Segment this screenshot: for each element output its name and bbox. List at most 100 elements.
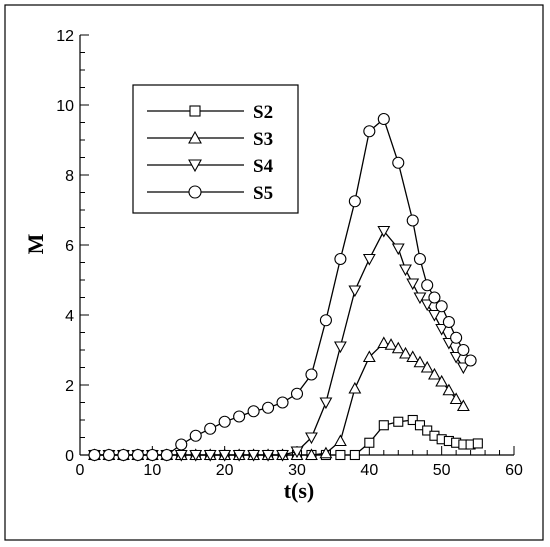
data-point-marker: [203, 449, 217, 462]
data-point-marker: [334, 252, 347, 266]
data-point-marker: [290, 387, 304, 400]
data-point-marker: [377, 225, 391, 238]
y-tick-label: 12: [56, 28, 74, 45]
y-tick-label: 4: [65, 308, 74, 325]
data-point-marker: [233, 410, 246, 423]
legend-label: S4: [253, 156, 274, 177]
data-point-marker: [333, 341, 347, 354]
data-point-marker: [305, 368, 318, 381]
data-point-marker: [422, 425, 433, 436]
data-point-marker: [413, 292, 427, 305]
series-group: [88, 112, 483, 462]
data-point-marker: [262, 401, 275, 414]
data-point-marker: [406, 214, 419, 227]
data-point-marker: [189, 105, 201, 117]
data-point-marker: [189, 449, 203, 462]
data-point-marker: [472, 438, 483, 449]
legend-box: [132, 84, 299, 214]
data-point-marker: [377, 336, 391, 349]
data-point-marker: [428, 309, 441, 322]
legend-label: S2: [253, 102, 273, 123]
data-point-marker: [348, 195, 361, 208]
y-tick-label: 0: [65, 448, 74, 465]
y-tick-label: 10: [56, 98, 74, 115]
series-s5: [88, 112, 477, 462]
legend: S2 S3 S4 S5: [132, 84, 299, 214]
data-point-marker: [421, 279, 434, 292]
data-point-marker: [188, 130, 202, 144]
data-point-marker: [413, 252, 427, 266]
data-point-marker: [305, 432, 318, 445]
data-point-marker: [348, 381, 362, 394]
data-point-marker: [457, 343, 470, 357]
data-point-marker: [393, 416, 404, 427]
y-axis-label: M: [23, 233, 48, 254]
data-point-marker: [442, 383, 456, 396]
y-tick-label: 8: [65, 168, 74, 185]
data-point-marker: [88, 448, 101, 462]
legend-label: S3: [253, 129, 273, 150]
data-point-marker: [391, 243, 405, 256]
data-point-marker: [464, 354, 477, 367]
data-point-marker: [218, 449, 232, 462]
x-tick-label: 30: [288, 462, 306, 479]
tick-labels: 0 10 20 30 40 50 60 0 2 4 6 8 10 12: [56, 28, 523, 479]
legend-label: S5: [253, 183, 273, 204]
data-point-marker: [420, 299, 434, 312]
legend-entry: S3: [147, 129, 273, 150]
data-point-marker: [131, 448, 144, 462]
data-point-marker: [428, 367, 441, 380]
data-point-marker: [442, 315, 455, 329]
data-point-marker: [449, 392, 463, 405]
x-tick-label: 60: [505, 462, 523, 479]
data-point-marker: [377, 112, 390, 126]
data-point-marker: [261, 449, 275, 462]
data-point-marker: [204, 422, 217, 435]
data-point-marker: [188, 185, 202, 199]
data-point-marker: [435, 374, 449, 387]
data-point-marker: [399, 264, 412, 277]
data-point-marker: [450, 331, 463, 344]
data-point-marker: [189, 429, 202, 442]
data-point-marker: [392, 156, 405, 169]
data-point-marker: [160, 448, 173, 462]
data-point-marker: [146, 448, 159, 462]
y-tick-label: 6: [65, 238, 74, 255]
data-point-marker: [391, 341, 405, 354]
data-point-marker: [276, 449, 289, 462]
x-tick-label: 40: [360, 462, 378, 479]
data-point-marker: [420, 360, 434, 373]
data-point-marker: [406, 350, 420, 363]
data-point-marker: [364, 437, 375, 448]
y-tick-label: 2: [65, 378, 74, 395]
data-point-marker: [363, 125, 376, 138]
data-point-marker: [335, 449, 346, 461]
data-point-marker: [102, 448, 115, 462]
data-point-marker: [362, 253, 376, 266]
data-point-marker: [406, 278, 420, 291]
data-point-marker: [247, 405, 260, 418]
data-point-marker: [384, 338, 398, 350]
data-point-marker: [428, 291, 441, 304]
legend-entry: S2: [147, 102, 273, 123]
data-point-marker: [449, 351, 463, 364]
data-point-marker: [218, 415, 231, 428]
data-point-marker: [435, 300, 448, 313]
data-point-marker: [413, 355, 427, 368]
data-point-marker: [378, 420, 389, 431]
data-point-marker: [348, 285, 362, 298]
data-point-marker: [290, 446, 304, 459]
x-axis-label: t(s): [284, 478, 315, 503]
data-point-marker: [349, 449, 360, 461]
data-point-marker: [456, 399, 470, 412]
data-point-marker: [407, 414, 418, 426]
data-point-marker: [232, 449, 246, 462]
data-point-marker: [319, 446, 333, 459]
x-tick-label: 50: [433, 462, 451, 479]
data-point-marker: [276, 396, 289, 409]
data-point-marker: [117, 448, 130, 462]
data-point-marker: [414, 420, 426, 431]
data-point-marker: [319, 397, 333, 410]
data-point-marker: [247, 449, 261, 462]
